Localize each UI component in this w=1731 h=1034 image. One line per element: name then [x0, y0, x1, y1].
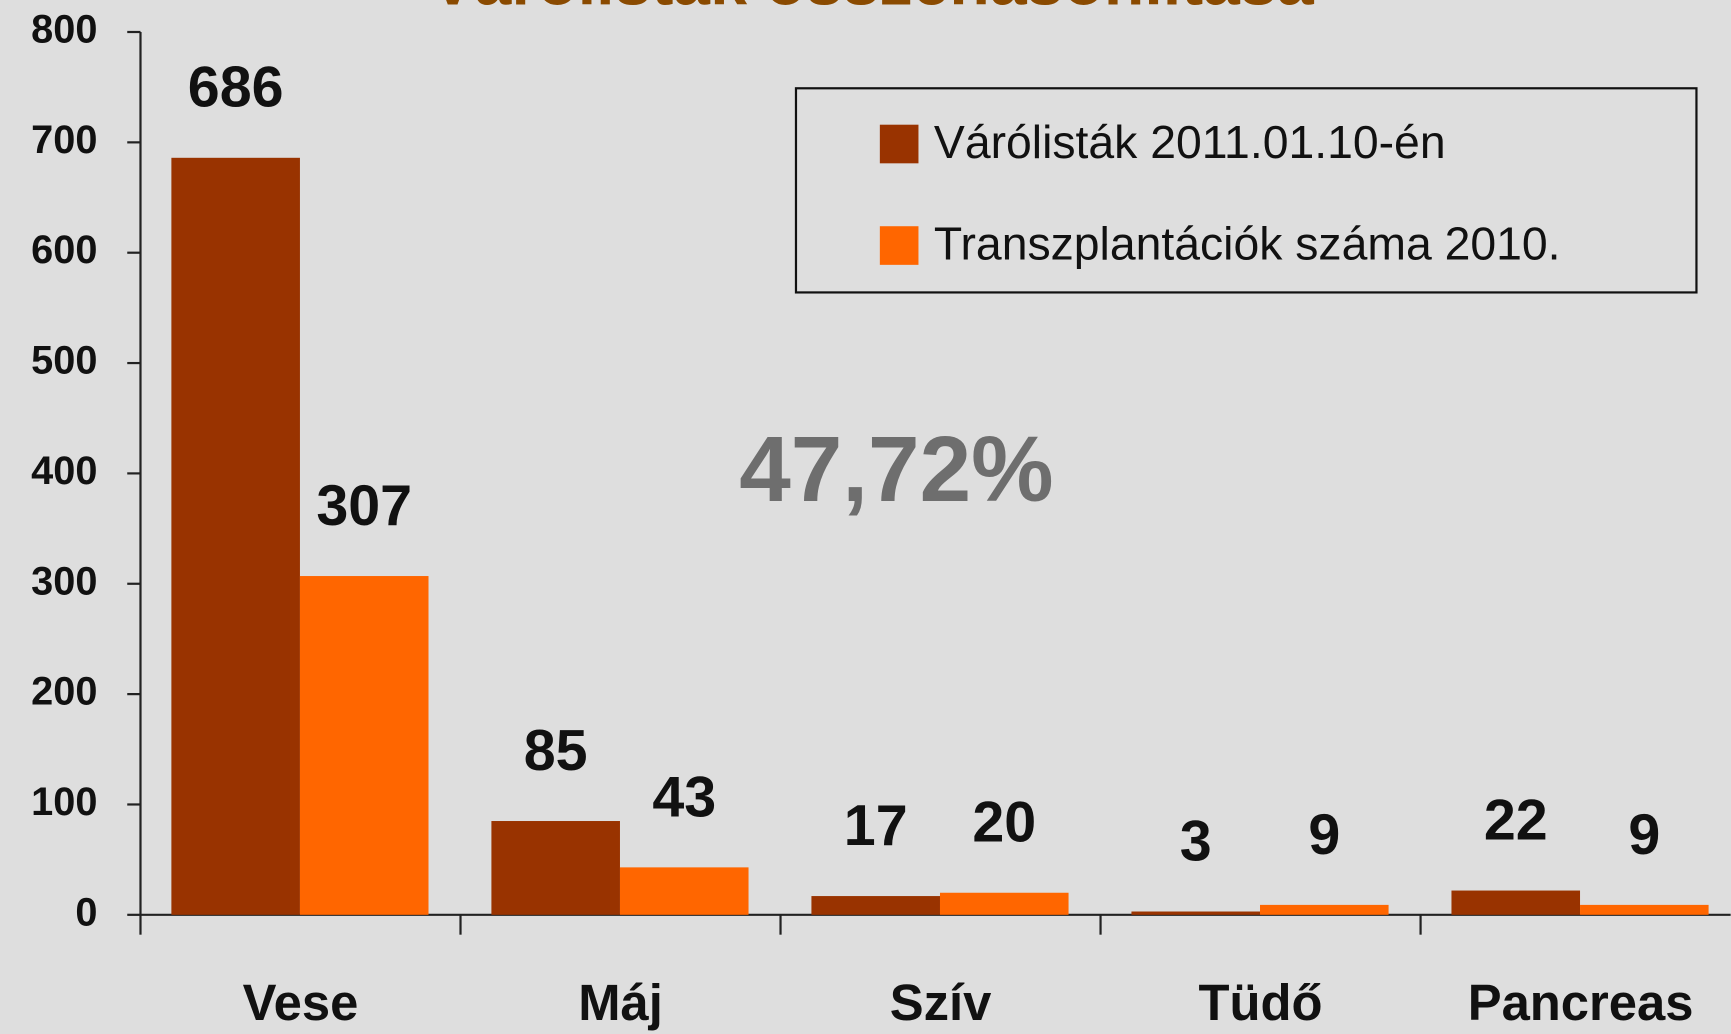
x-tick-label: Tüdő — [1199, 974, 1323, 1031]
y-tick-label: 0 — [75, 890, 97, 934]
legend-swatch — [879, 226, 919, 265]
data-label: 686 — [188, 56, 284, 120]
x-tick-label: Pancreas — [1468, 974, 1694, 1031]
data-label: 22 — [1484, 788, 1548, 852]
bar — [171, 157, 300, 915]
y-tick-label: 200 — [31, 670, 97, 714]
bar — [811, 896, 940, 915]
data-label: 307 — [316, 474, 412, 538]
bar — [619, 867, 749, 915]
data-label: 43 — [652, 765, 716, 829]
data-label: 85 — [524, 719, 588, 783]
x-tick-label: Szív — [890, 974, 992, 1031]
bar — [1580, 904, 1709, 915]
bar — [1451, 890, 1581, 915]
x-tick-label: Vese — [243, 974, 359, 1031]
y-tick-label: 700 — [31, 118, 97, 162]
legend-label: Várólisták 2011.01.10-én — [934, 116, 1446, 168]
bar — [491, 821, 620, 915]
legend-label: Transzplantációk száma 2010. — [934, 217, 1561, 269]
y-tick-label: 600 — [31, 228, 97, 272]
bar — [299, 576, 429, 915]
chart-title: Várólisták összehasonlítása — [431, 0, 1315, 19]
legend-swatch — [879, 124, 919, 164]
y-tick-label: 800 — [31, 8, 97, 52]
y-tick-label: 100 — [31, 780, 97, 824]
y-tick-label: 400 — [31, 449, 97, 493]
data-label: 9 — [1308, 803, 1340, 867]
bar — [939, 892, 1069, 915]
data-label: 9 — [1628, 803, 1660, 867]
bar — [1260, 904, 1389, 915]
data-label: 20 — [972, 791, 1036, 855]
x-tick-label: Máj — [578, 974, 663, 1031]
data-label: 3 — [1180, 809, 1212, 873]
y-tick-label: 300 — [31, 559, 97, 603]
legend-box — [794, 87, 1698, 294]
bar — [1131, 911, 1261, 915]
y-tick-label: 500 — [31, 339, 97, 383]
data-label: 17 — [844, 794, 908, 858]
annotation: 47,72% — [739, 417, 1053, 521]
